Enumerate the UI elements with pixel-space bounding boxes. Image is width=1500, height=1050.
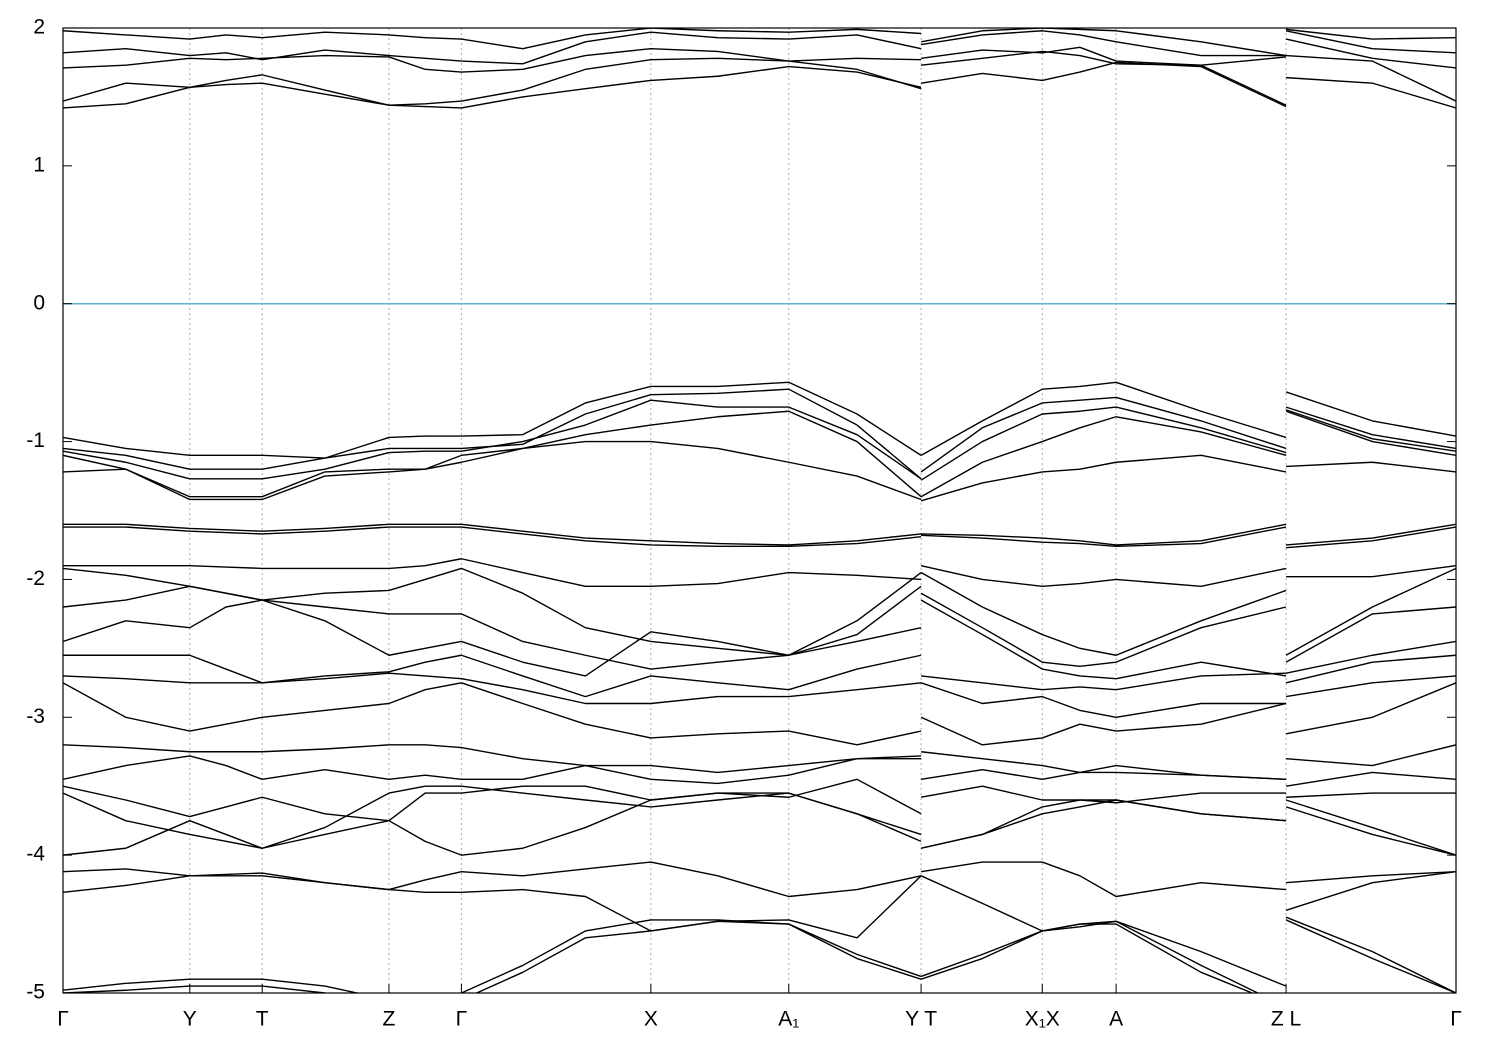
x-tick-label: Γ — [1450, 1008, 1462, 1031]
band-line — [63, 755, 1456, 787]
band-line — [63, 381, 1456, 459]
band-line — [63, 861, 1456, 898]
x-tick-label: A — [1109, 1008, 1123, 1031]
y-tick-label: -3 — [26, 705, 45, 728]
band-line — [63, 567, 1456, 656]
x-tick-label: A₁ — [778, 1008, 799, 1031]
x-tick-label: Γ — [57, 1008, 69, 1031]
x-tick-label: Y — [183, 1008, 197, 1031]
x-tick-label: Γ — [456, 1008, 468, 1031]
y-tick-label: 1 — [33, 153, 45, 176]
band-line — [63, 388, 1456, 480]
band-line — [63, 50, 1456, 106]
band-line — [63, 792, 1456, 856]
band-line — [63, 28, 1456, 57]
y-tick-label: 2 — [33, 16, 45, 39]
band-line — [63, 440, 1456, 502]
band-line — [63, 38, 1456, 73]
band-line — [63, 558, 1456, 588]
y-tick-label: -4 — [26, 843, 45, 866]
plot-frame — [62, 27, 1457, 994]
band-line — [63, 61, 1456, 109]
band-line — [63, 654, 1456, 698]
y-tick-label: -2 — [26, 567, 45, 590]
x-tick-label: X₁X — [1025, 1008, 1060, 1031]
band-line — [63, 778, 1456, 822]
band-line — [63, 919, 1456, 993]
band-line — [63, 599, 1456, 680]
x-tick-label: T — [256, 1008, 269, 1031]
x-tick-label: X — [644, 1008, 658, 1031]
x-tick-label: Z L — [1271, 1008, 1301, 1031]
band-line — [63, 672, 1456, 718]
band-line — [63, 523, 1456, 546]
y-tick-label: -5 — [26, 981, 45, 1004]
band-line — [63, 870, 1456, 987]
band-line — [63, 585, 1456, 670]
axes: 2 1 0 -1 -2 -3 -4 -5 Γ Y T Z Γ X A₁ Y T X₁X A Z L Γ — [26, 16, 1461, 1031]
band-line — [63, 682, 1456, 746]
band-line — [63, 785, 1456, 856]
grid — [189, 28, 1287, 993]
x-tick-label: Y T — [905, 1008, 937, 1031]
band-line — [63, 410, 1456, 498]
band-line — [63, 399, 1456, 481]
band-line — [63, 30, 1456, 65]
band-line — [63, 526, 1456, 549]
band-line — [63, 744, 1456, 781]
y-tick-label: 0 — [33, 291, 45, 314]
y-tick-label: -1 — [26, 429, 45, 452]
x-tick-label: Z — [383, 1008, 396, 1031]
plot-area — [63, 28, 1456, 993]
